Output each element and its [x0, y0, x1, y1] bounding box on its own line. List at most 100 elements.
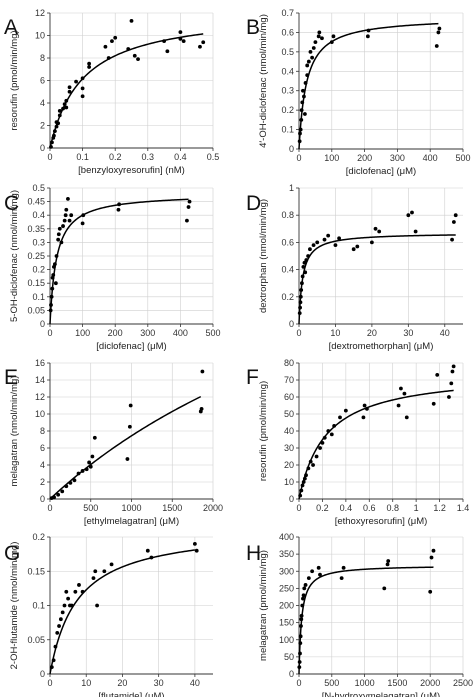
data-point: [165, 49, 170, 54]
x-tick-label: 0: [296, 503, 301, 513]
data-point: [305, 73, 310, 78]
y-tick-label: 8: [40, 53, 45, 63]
x-tick-label: 1500: [387, 678, 407, 688]
y-tick-label: 2: [40, 121, 45, 131]
y-tick-label: 0.6: [281, 237, 294, 247]
data-point: [62, 603, 67, 608]
y-tick-label: 4: [40, 98, 45, 108]
data-point: [61, 224, 65, 228]
data-point: [117, 202, 122, 207]
x-tick-label: 100: [324, 153, 339, 163]
data-point: [313, 40, 318, 45]
y-tick-label: 150: [279, 618, 294, 628]
x-tick-label: 0.4: [174, 152, 187, 162]
data-point: [337, 236, 341, 241]
fit-curve: [49, 395, 202, 500]
y-tick-label: 0: [289, 144, 294, 154]
data-point: [413, 229, 418, 234]
chart-panel-a: A 0 0.1 0.2 0.3 0.4 0.5 0 2 4 6 8 10 12 [benzyloxyreso…: [4, 8, 219, 176]
y-tick-label: 0.4: [281, 265, 294, 275]
y-tick-label: 100: [279, 635, 294, 645]
data-point: [60, 610, 65, 615]
y-tick-label: 10: [35, 409, 45, 419]
data-point: [437, 26, 442, 31]
data-point: [106, 56, 111, 60]
y-tick-label: 0.15: [27, 566, 45, 576]
data-point: [431, 401, 436, 406]
panel-letter: G: [4, 542, 20, 565]
y-axis-title: 4′-OH-diclofenac (nmol/min/mg): [258, 14, 269, 148]
chart-panel-h: H 0 500 1000 1500 2000 2500 0 50 100 150 200 250 300 3…: [246, 532, 473, 697]
x-tick-label: 1000: [355, 678, 375, 688]
data-point: [355, 244, 360, 249]
data-point: [91, 576, 96, 580]
data-point: [66, 596, 71, 601]
x-tick-label: 400: [423, 153, 438, 163]
fit-curve: [298, 22, 439, 150]
y-tick-label: 1: [289, 183, 294, 193]
data-point: [103, 44, 108, 49]
data-point: [127, 424, 132, 429]
y-tick-label: 0: [40, 494, 45, 504]
data-point: [315, 240, 320, 245]
data-point: [62, 102, 67, 107]
y-tick-label: 12: [35, 392, 45, 402]
y-tick-label: 0: [289, 494, 294, 504]
data-point: [192, 541, 197, 546]
y-tick-label: 0.05: [27, 635, 45, 645]
x-tick-label: 0: [296, 678, 301, 688]
x-tick-label: 0.4: [340, 503, 353, 513]
data-point: [198, 44, 202, 49]
data-point: [56, 492, 61, 497]
y-tick-label: 0.4: [32, 210, 45, 220]
data-point: [402, 391, 407, 396]
data-point: [406, 213, 411, 218]
y-tick-label: 0.7: [281, 8, 294, 18]
data-point: [56, 237, 61, 242]
data-point: [80, 589, 85, 594]
data-point: [306, 576, 311, 580]
data-point: [399, 386, 403, 391]
data-point: [63, 213, 68, 218]
y-tick-label: 0.8: [281, 210, 294, 220]
data-point: [300, 281, 304, 286]
data-point: [451, 364, 456, 369]
data-point: [64, 105, 69, 110]
panel-letter: F: [246, 366, 259, 389]
data-point: [58, 617, 63, 622]
data-point: [450, 369, 455, 374]
x-tick-label: 0.2: [316, 503, 329, 513]
data-point: [52, 262, 57, 267]
data-point: [50, 286, 55, 291]
data-point: [308, 247, 312, 252]
data-point: [308, 49, 313, 54]
x-tick-label: 100: [75, 328, 90, 338]
data-point: [54, 124, 59, 129]
data-point: [311, 463, 315, 467]
chart-panel-g: G 0 10 20 30 40 0 0.05 0.1 0.15 0.2 [flutamide] (μM…: [4, 532, 213, 697]
data-point: [80, 469, 85, 473]
y-tick-label: 0.5: [32, 183, 45, 193]
data-point: [72, 478, 77, 483]
x-tick-label: 500: [83, 503, 98, 513]
data-point: [333, 243, 338, 248]
y-tick-label: 50: [284, 409, 294, 419]
data-point: [57, 624, 61, 628]
data-point: [200, 369, 205, 374]
x-tick-label: 1: [414, 503, 419, 513]
data-point: [67, 89, 72, 94]
data-point: [93, 569, 98, 574]
data-point: [298, 131, 302, 136]
y-tick-label: 14: [35, 375, 45, 385]
data-point: [116, 207, 121, 212]
data-point: [298, 641, 303, 646]
y-tick-label: 6: [40, 443, 45, 453]
y-tick-label: 0.1: [281, 125, 294, 135]
y-tick-label: 0.1: [32, 601, 45, 611]
y-tick-label: 30: [284, 443, 294, 453]
x-tick-label: 400: [173, 328, 188, 338]
x-tick-label: 1500: [162, 503, 182, 513]
data-point: [299, 288, 304, 292]
x-axis-title: [diclofenac] (μM): [96, 341, 166, 352]
y-tick-label: 20: [284, 460, 294, 470]
